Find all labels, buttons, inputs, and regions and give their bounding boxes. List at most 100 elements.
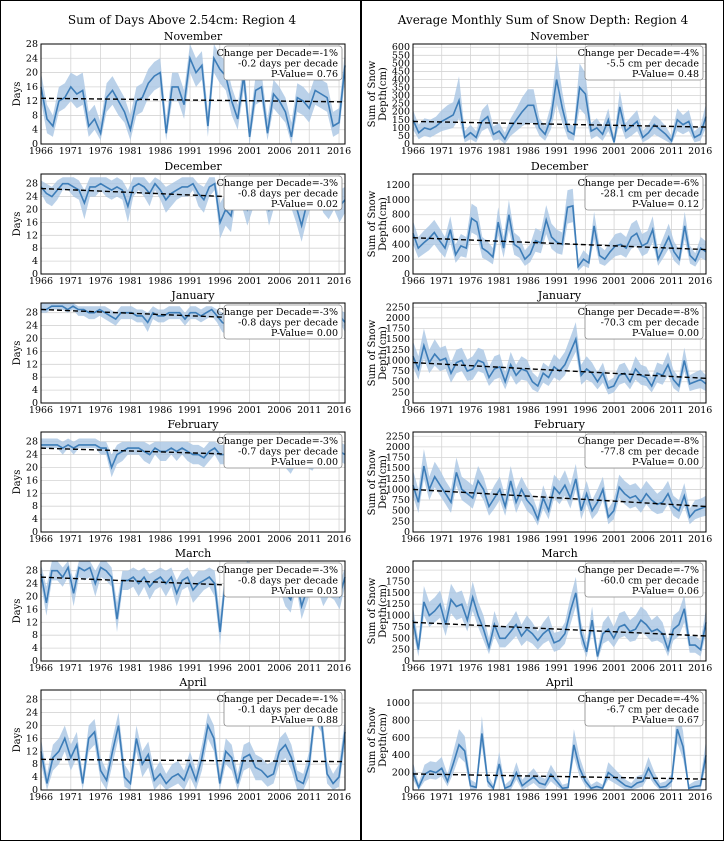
y-axis-label: Days	[12, 212, 23, 237]
legend-text: Change per Decade=-3%	[217, 436, 338, 447]
legend-box	[584, 562, 704, 598]
x-tick-label: 1986	[148, 276, 172, 287]
y-tick-label: 2250	[386, 431, 410, 442]
x-tick-label: 1986	[516, 146, 540, 157]
x-tick-label: 2006	[631, 792, 655, 803]
x-tick-label: 1996	[208, 534, 232, 545]
y-tick-label: 0	[404, 656, 410, 667]
x-tick-label: 1991	[545, 405, 569, 416]
x-tick-label: 1981	[118, 276, 142, 287]
x-tick-label: 1966	[401, 663, 425, 674]
x-tick-label: 1981	[487, 534, 511, 545]
y-tick-label: 600	[392, 733, 410, 744]
y-tick-label: 0	[404, 139, 410, 150]
trend-line	[412, 237, 707, 251]
x-tick-label: 1991	[545, 276, 569, 287]
data-series-line	[40, 55, 346, 138]
y-tick-label: 0	[32, 527, 38, 538]
legend-text: -60.0 cm per decade	[601, 576, 700, 587]
x-tick-label: 1981	[487, 663, 511, 674]
x-tick-label: 1971	[59, 663, 83, 674]
y-tick-label: 750	[392, 622, 410, 633]
legend-text: P-Value= 0.12	[632, 199, 699, 210]
y-tick-label: 8	[32, 501, 38, 512]
x-tick-label: 1971	[59, 792, 83, 803]
x-tick-label: 2001	[238, 663, 262, 674]
plot-frame	[40, 560, 346, 662]
x-tick-label: 1986	[516, 663, 540, 674]
x-tick-label: 2006	[267, 146, 291, 157]
legend-text: Change per Decade=-8%	[578, 307, 699, 318]
y-tick-label: 20	[26, 68, 38, 79]
panel-depth-march: March 1966 1971 1976 1981 1986 1991 1996 2001 200…	[367, 547, 712, 674]
x-tick-label: 2011	[297, 276, 321, 287]
legend-text: P-Value= 0.67	[632, 715, 699, 726]
x-tick-label: 2001	[602, 534, 626, 545]
legend-text: Change per Decade=-3%	[217, 307, 338, 318]
x-tick-label: 2011	[659, 146, 683, 157]
x-tick-label: 2001	[238, 534, 262, 545]
x-tick-label: 2016	[327, 405, 351, 416]
right-column-title: Average Monthly Sum of Snow Depth: Regio…	[397, 13, 689, 27]
x-tick-label: 1996	[573, 146, 597, 157]
y-axis-label: Days	[12, 599, 23, 624]
month-title: December	[164, 160, 222, 173]
x-tick-label: 1981	[487, 146, 511, 157]
y-tick-label: 1250	[386, 599, 410, 610]
x-tick-label: 1991	[178, 663, 202, 674]
legend-text: -0.1 days per decade	[238, 705, 338, 716]
x-tick-label: 2011	[297, 405, 321, 416]
y-tick-label: 1000	[386, 611, 410, 622]
y-tick-label: 200	[392, 254, 410, 265]
y-tick-label: 400	[392, 239, 410, 250]
x-tick-label: 1976	[458, 276, 482, 287]
uncertainty-band	[413, 53, 706, 145]
x-tick-label: 2006	[631, 663, 655, 674]
y-tick-label: 1250	[386, 345, 410, 356]
y-tick-label: 4	[32, 125, 38, 136]
x-tick-label: 1991	[178, 792, 202, 803]
y-tick-label: 2000	[386, 313, 410, 324]
x-tick-label: 1986	[516, 534, 540, 545]
legend-text: Change per Decade=-1%	[217, 694, 338, 705]
x-tick-label: 1976	[458, 534, 482, 545]
x-tick-label: 1986	[516, 405, 540, 416]
plot-frame	[40, 689, 346, 791]
y-tick-label: 500	[392, 633, 410, 644]
trend-line	[40, 187, 346, 203]
x-tick-label: 1976	[89, 534, 113, 545]
x-tick-label: 2001	[238, 405, 262, 416]
y-tick-label: 28	[26, 566, 38, 577]
data-series-line	[412, 728, 707, 791]
x-tick-label: 2016	[327, 146, 351, 157]
data-series-line	[412, 79, 707, 143]
y-tick-label: 200	[392, 768, 410, 779]
x-tick-label: 1986	[516, 792, 540, 803]
plot-frame	[412, 173, 707, 275]
plot-frame	[40, 431, 346, 533]
x-tick-label: 2001	[602, 276, 626, 287]
x-tick-label: 1971	[59, 146, 83, 157]
x-tick-label: 1976	[89, 792, 113, 803]
x-tick-label: 2016	[688, 792, 712, 803]
plot-frame	[40, 43, 346, 145]
y-tick-label: 0	[32, 269, 38, 280]
x-tick-label: 1976	[89, 405, 113, 416]
x-tick-label: 1971	[430, 663, 454, 674]
legend-text: Change per Decade=-4%	[578, 48, 699, 59]
x-tick-label: 2016	[688, 146, 712, 157]
trend-line	[40, 758, 346, 763]
legend-text: P-Value= 0.00	[271, 457, 338, 468]
y-tick-label: 750	[392, 366, 410, 377]
y-tick-label: 28	[26, 437, 38, 448]
x-tick-label: 1966	[401, 534, 425, 545]
y-tick-label: 400	[392, 74, 410, 85]
y-tick-label: 750	[392, 495, 410, 506]
y-tick-label: 250	[392, 645, 410, 656]
